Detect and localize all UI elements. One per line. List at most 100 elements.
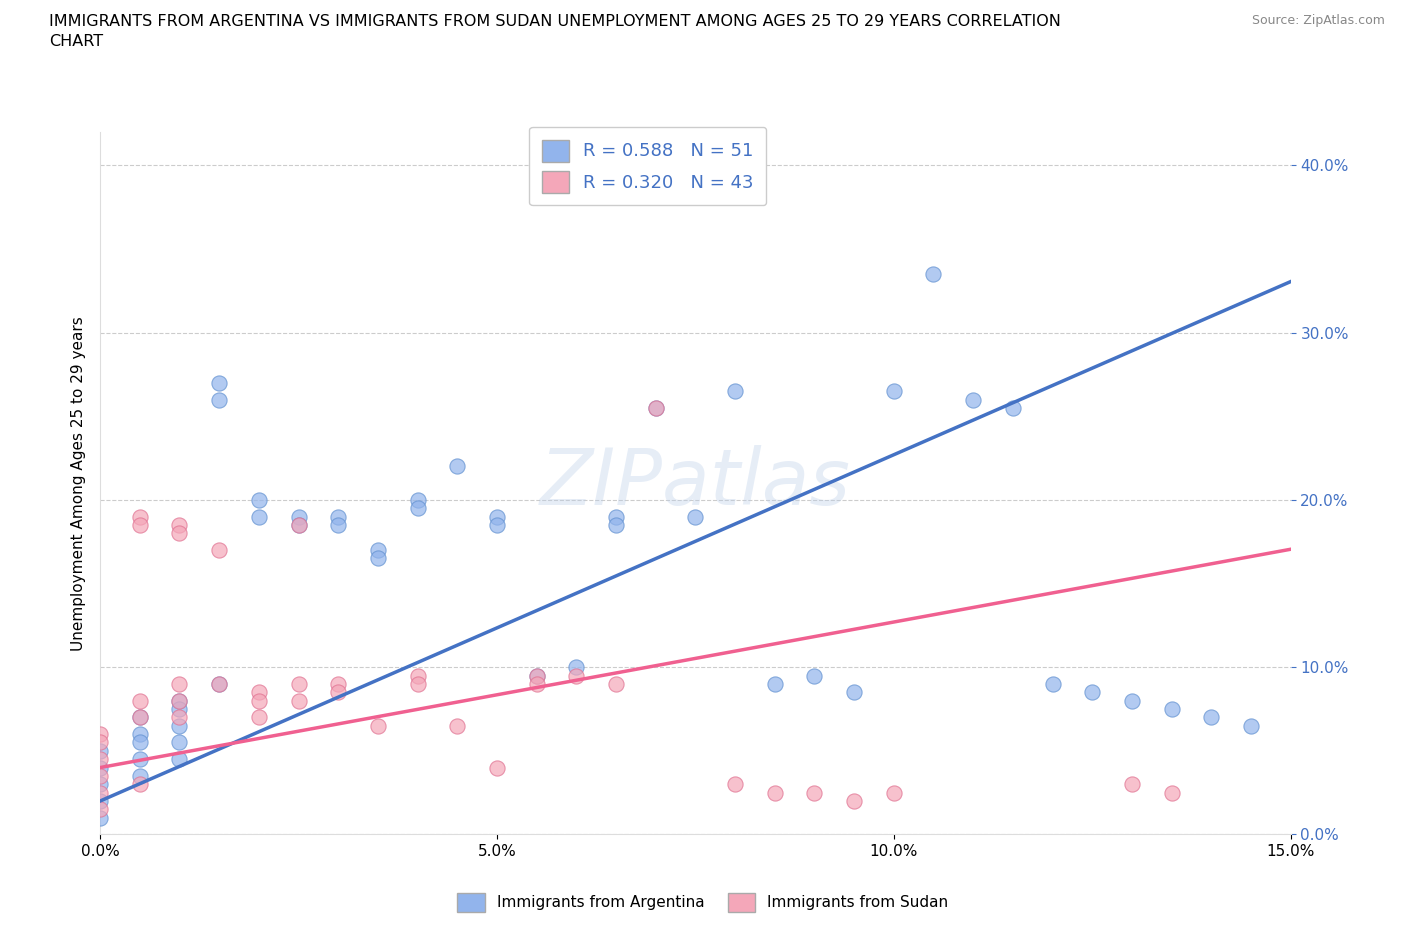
Point: [565, 659, 588, 674]
Point: [842, 793, 865, 808]
Point: [485, 510, 508, 525]
Point: [89, 768, 111, 783]
Point: [287, 518, 309, 533]
Point: [169, 676, 191, 691]
Point: [605, 510, 627, 525]
Point: [287, 518, 309, 533]
Point: [287, 693, 309, 708]
Point: [763, 785, 786, 800]
Point: [1160, 785, 1182, 800]
Point: [526, 668, 548, 683]
Point: [128, 693, 150, 708]
Point: [169, 718, 191, 733]
Point: [406, 501, 429, 516]
Point: [328, 676, 350, 691]
Point: [328, 510, 350, 525]
Point: [128, 735, 150, 750]
Point: [169, 701, 191, 716]
Point: [128, 751, 150, 766]
Point: [1001, 401, 1024, 416]
Point: [89, 751, 111, 766]
Point: [1160, 701, 1182, 716]
Point: [763, 676, 786, 691]
Point: [724, 777, 747, 791]
Point: [89, 743, 111, 758]
Point: [287, 510, 309, 525]
Y-axis label: Unemployment Among Ages 25 to 29 years: Unemployment Among Ages 25 to 29 years: [72, 316, 86, 651]
Legend: Immigrants from Argentina, Immigrants from Sudan: Immigrants from Argentina, Immigrants fr…: [451, 887, 955, 918]
Point: [89, 785, 111, 800]
Point: [247, 710, 270, 724]
Point: [367, 551, 389, 565]
Point: [406, 668, 429, 683]
Point: [605, 676, 627, 691]
Point: [328, 684, 350, 699]
Point: [89, 793, 111, 808]
Point: [208, 676, 231, 691]
Point: [208, 392, 231, 407]
Point: [89, 735, 111, 750]
Point: [565, 668, 588, 683]
Point: [89, 726, 111, 741]
Point: [685, 510, 707, 525]
Text: Source: ZipAtlas.com: Source: ZipAtlas.com: [1251, 14, 1385, 27]
Point: [208, 376, 231, 391]
Point: [89, 777, 111, 791]
Point: [169, 710, 191, 724]
Point: [446, 459, 468, 474]
Point: [1081, 684, 1104, 699]
Point: [406, 676, 429, 691]
Point: [842, 684, 865, 699]
Point: [169, 518, 191, 533]
Point: [1042, 676, 1064, 691]
Point: [883, 384, 905, 399]
Point: [446, 718, 468, 733]
Point: [128, 710, 150, 724]
Point: [328, 518, 350, 533]
Point: [89, 810, 111, 825]
Point: [128, 726, 150, 741]
Point: [485, 760, 508, 775]
Point: [803, 785, 825, 800]
Point: [724, 384, 747, 399]
Point: [1199, 710, 1222, 724]
Point: [1240, 718, 1263, 733]
Point: [644, 401, 666, 416]
Point: [128, 510, 150, 525]
Point: [89, 802, 111, 817]
Text: ZIPatlas: ZIPatlas: [540, 445, 851, 521]
Point: [1121, 777, 1143, 791]
Point: [128, 777, 150, 791]
Point: [803, 668, 825, 683]
Point: [169, 693, 191, 708]
Point: [247, 510, 270, 525]
Point: [922, 267, 945, 282]
Point: [169, 526, 191, 541]
Point: [128, 518, 150, 533]
Point: [526, 676, 548, 691]
Text: IMMIGRANTS FROM ARGENTINA VS IMMIGRANTS FROM SUDAN UNEMPLOYMENT AMONG AGES 25 TO: IMMIGRANTS FROM ARGENTINA VS IMMIGRANTS …: [49, 14, 1062, 48]
Point: [883, 785, 905, 800]
Point: [128, 710, 150, 724]
Point: [247, 684, 270, 699]
Point: [247, 493, 270, 508]
Point: [1121, 693, 1143, 708]
Point: [169, 735, 191, 750]
Point: [367, 543, 389, 558]
Legend: R = 0.588   N = 51, R = 0.320   N = 43: R = 0.588 N = 51, R = 0.320 N = 43: [529, 126, 766, 206]
Point: [406, 493, 429, 508]
Point: [962, 392, 984, 407]
Point: [169, 693, 191, 708]
Point: [605, 518, 627, 533]
Point: [247, 693, 270, 708]
Point: [169, 751, 191, 766]
Point: [526, 668, 548, 683]
Point: [208, 543, 231, 558]
Point: [89, 760, 111, 775]
Point: [287, 676, 309, 691]
Point: [644, 401, 666, 416]
Point: [128, 768, 150, 783]
Point: [485, 518, 508, 533]
Point: [367, 718, 389, 733]
Point: [208, 676, 231, 691]
